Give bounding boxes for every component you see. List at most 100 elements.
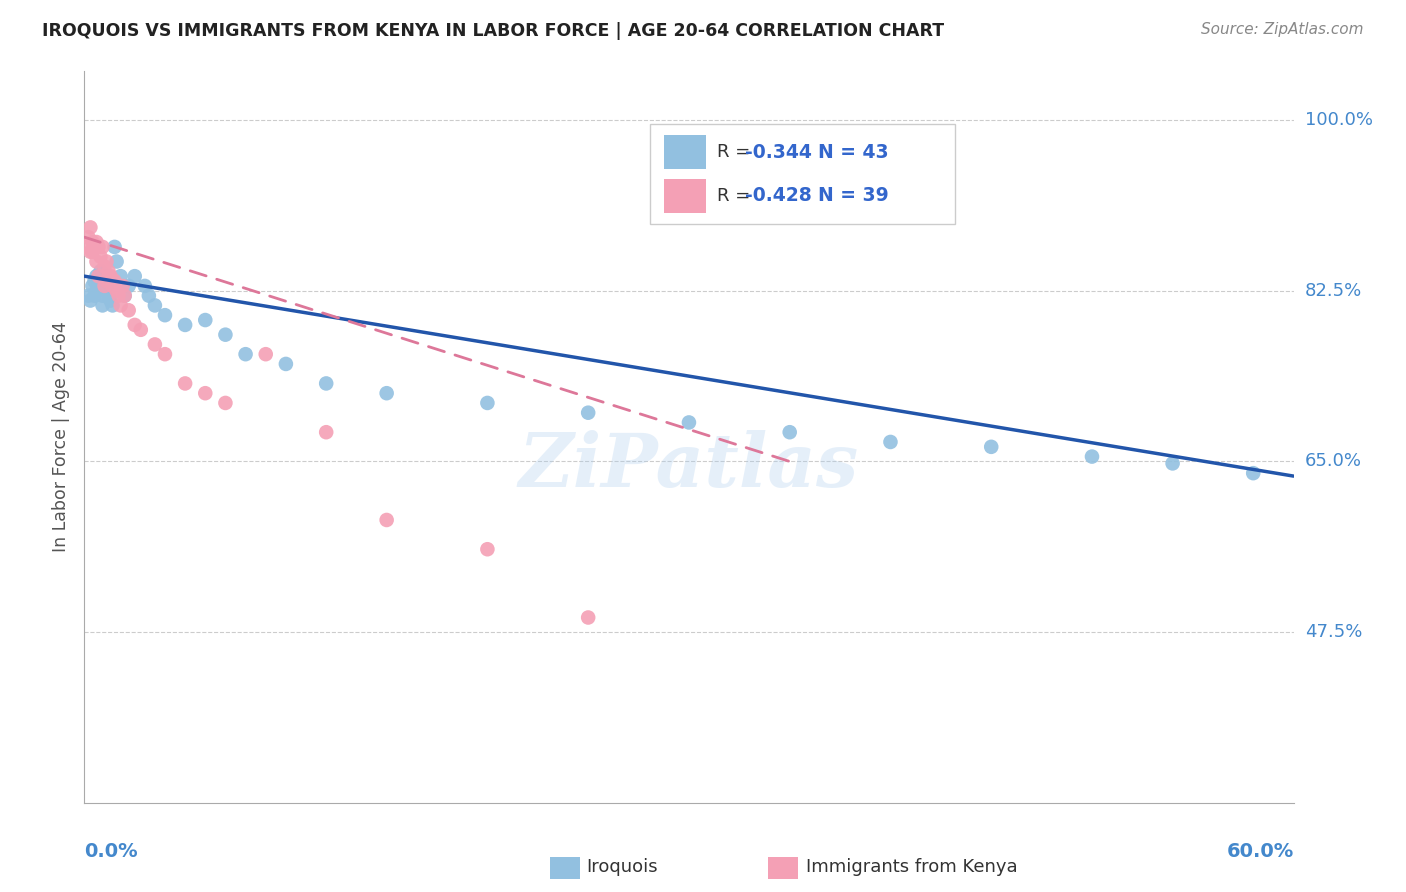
Point [134, 279, 156, 293]
Point [477, 396, 499, 410]
Point [91, 288, 114, 302]
Point [101, 298, 124, 312]
Text: Source: ZipAtlas.com: Source: ZipAtlas.com [1201, 22, 1364, 37]
Point [87, 279, 110, 293]
Point [143, 337, 166, 351]
Point [93, 260, 115, 274]
Point [576, 610, 599, 624]
Point [96, 269, 118, 284]
Point [678, 416, 700, 430]
Point [1081, 450, 1104, 464]
Point [79, 293, 101, 308]
Point [75, 240, 97, 254]
Point [110, 298, 132, 312]
Point [375, 386, 398, 401]
Text: Immigrants from Kenya: Immigrants from Kenya [806, 858, 1018, 876]
Point [779, 425, 801, 440]
Point [138, 288, 160, 302]
Point [980, 440, 1002, 454]
Point [79, 244, 101, 259]
Point [1161, 457, 1184, 471]
Text: 47.5%: 47.5% [1305, 624, 1362, 641]
Text: N = 39: N = 39 [818, 186, 889, 205]
Point [96, 254, 118, 268]
Point [89, 264, 111, 278]
Text: -0.344: -0.344 [745, 143, 813, 161]
Point [82, 235, 104, 249]
Point [129, 323, 152, 337]
Point [105, 254, 128, 268]
Point [576, 406, 599, 420]
Point [879, 434, 901, 449]
Point [114, 288, 136, 302]
Point [83, 274, 105, 288]
Text: 100.0%: 100.0% [1305, 112, 1372, 129]
Point [235, 347, 257, 361]
Text: 82.5%: 82.5% [1305, 282, 1362, 300]
Point [194, 386, 217, 401]
Point [86, 254, 108, 268]
Point [214, 396, 236, 410]
Point [96, 279, 118, 293]
Point [375, 513, 398, 527]
Point [104, 240, 127, 254]
Point [124, 318, 146, 332]
Y-axis label: In Labor Force | Age 20-64: In Labor Force | Age 20-64 [52, 322, 70, 552]
Point [77, 230, 100, 244]
Point [104, 274, 127, 288]
Point [105, 284, 128, 298]
Text: N = 43: N = 43 [818, 143, 889, 161]
Point [315, 376, 337, 391]
Point [97, 264, 120, 278]
Point [111, 279, 134, 293]
Point [82, 279, 104, 293]
Point [114, 288, 136, 302]
Point [214, 327, 236, 342]
Point [97, 288, 120, 302]
Point [87, 269, 110, 284]
FancyBboxPatch shape [768, 857, 797, 879]
Point [79, 220, 101, 235]
Text: R =: R = [717, 187, 756, 205]
Point [143, 298, 166, 312]
Point [194, 313, 217, 327]
Point [87, 240, 110, 254]
Point [86, 235, 108, 249]
Point [153, 347, 176, 361]
Point [174, 376, 197, 391]
Point [77, 288, 100, 302]
Point [118, 279, 141, 293]
Text: R =: R = [717, 143, 756, 161]
Text: ZiPatlas: ZiPatlas [519, 430, 859, 502]
Point [118, 303, 141, 318]
Point [82, 244, 104, 259]
Text: 0.0%: 0.0% [84, 842, 138, 861]
Text: -0.428: -0.428 [745, 186, 813, 205]
FancyBboxPatch shape [550, 857, 581, 879]
Point [315, 425, 337, 440]
Point [83, 288, 105, 302]
Point [110, 269, 132, 284]
Text: IROQUOIS VS IMMIGRANTS FROM KENYA IN LABOR FORCE | AGE 20-64 CORRELATION CHART: IROQUOIS VS IMMIGRANTS FROM KENYA IN LAB… [42, 22, 945, 40]
Text: 60.0%: 60.0% [1226, 842, 1294, 861]
Point [107, 288, 129, 302]
Point [89, 250, 111, 264]
Point [1241, 466, 1264, 480]
Text: 65.0%: 65.0% [1305, 452, 1361, 470]
Point [124, 269, 146, 284]
Point [100, 269, 122, 284]
Point [91, 240, 114, 254]
Point [91, 298, 114, 312]
Point [93, 284, 115, 298]
Point [174, 318, 197, 332]
Point [153, 308, 176, 322]
Point [93, 279, 115, 293]
Point [86, 284, 108, 298]
Point [100, 293, 122, 308]
Point [101, 279, 124, 293]
Point [83, 240, 105, 254]
Point [274, 357, 297, 371]
Point [477, 542, 499, 557]
Text: Iroquois: Iroquois [586, 858, 658, 876]
Point [86, 269, 108, 284]
